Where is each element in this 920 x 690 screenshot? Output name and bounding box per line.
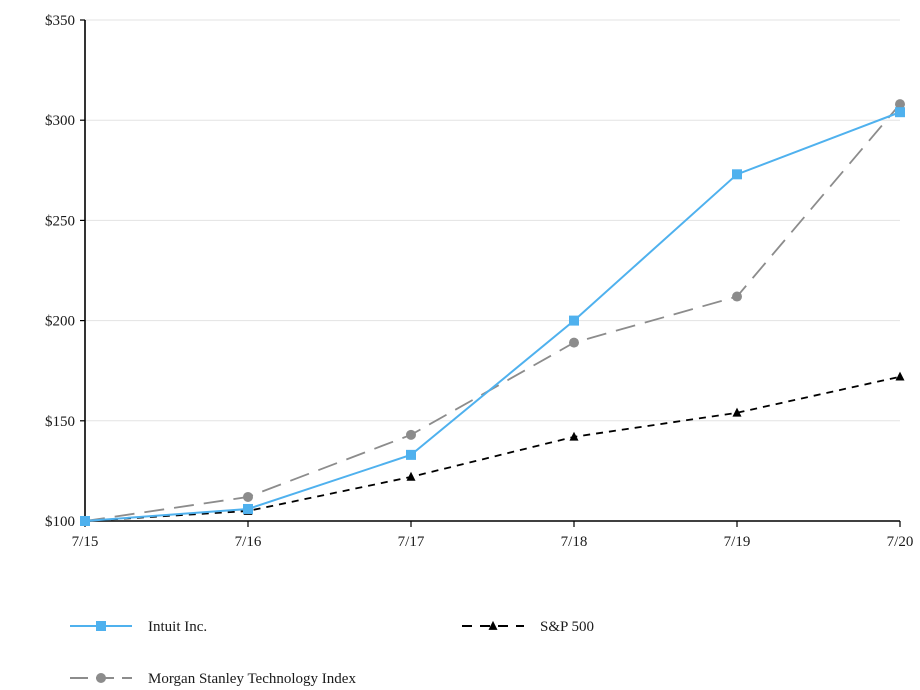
series-group: [80, 99, 905, 526]
x-tick-label: 7/18: [561, 534, 588, 550]
data-point: [243, 503, 253, 514]
data-point: [732, 291, 742, 302]
data-point: [569, 431, 579, 441]
x-tick-label: 7/17: [398, 534, 425, 550]
y-tick-label: $350: [45, 13, 75, 29]
legend: Intuit Inc. S&P 500 Morgan Stanley Technol…: [70, 619, 594, 687]
y-tick-label: $200: [45, 314, 75, 330]
y-tick-label: $300: [45, 113, 75, 129]
y-tick-label: $250: [45, 213, 75, 229]
series-line: [84, 375, 901, 522]
x-tick-label: 7/16: [235, 534, 262, 550]
legend-label: Intuit Inc.: [148, 619, 207, 635]
data-point: [895, 99, 905, 110]
series-line: [84, 103, 901, 522]
data-point: [406, 429, 416, 440]
legend-item-morgan-stanley-technology-index: Morgan Stanley Technology Index: [70, 671, 356, 687]
data-point: [569, 337, 579, 348]
data-point: [243, 491, 253, 502]
data-point: [406, 449, 416, 460]
y-axis-tick-labels: $100 $150 $200 $250 $300 $350: [45, 13, 75, 530]
axes: [80, 19, 901, 527]
data-point: [80, 516, 90, 526]
series-intuit-inc: [80, 107, 905, 526]
data-point: [732, 407, 742, 417]
data-point: [895, 371, 905, 381]
x-tick-label: 7/19: [724, 534, 751, 550]
series-s-p-500: [80, 371, 905, 525]
legend-item-s-p-500: S&P 500: [462, 619, 594, 635]
y-tick-label: $100: [45, 514, 75, 530]
y-tick-label: $150: [45, 414, 75, 430]
series-morgan-stanley-technology-index: [80, 99, 905, 526]
x-axis-tick-labels: 7/15 7/16 7/17 7/18 7/19 7/20: [72, 534, 914, 550]
data-point: [895, 107, 905, 118]
legend-marker: [96, 673, 106, 683]
legend-label: S&P 500: [540, 619, 594, 635]
legend-item-intuit-inc: Intuit Inc.: [70, 619, 207, 635]
data-point: [732, 169, 742, 180]
data-point: [406, 471, 416, 481]
x-tick-label: 7/20: [887, 534, 914, 550]
legend-marker: [488, 620, 498, 630]
data-point: [569, 315, 579, 326]
series-line: [84, 111, 901, 522]
grid-lines: [85, 19, 900, 422]
legend-marker: [96, 621, 106, 631]
legend-label: Morgan Stanley Technology Index: [148, 671, 356, 687]
x-tick-label: 7/15: [72, 534, 99, 550]
